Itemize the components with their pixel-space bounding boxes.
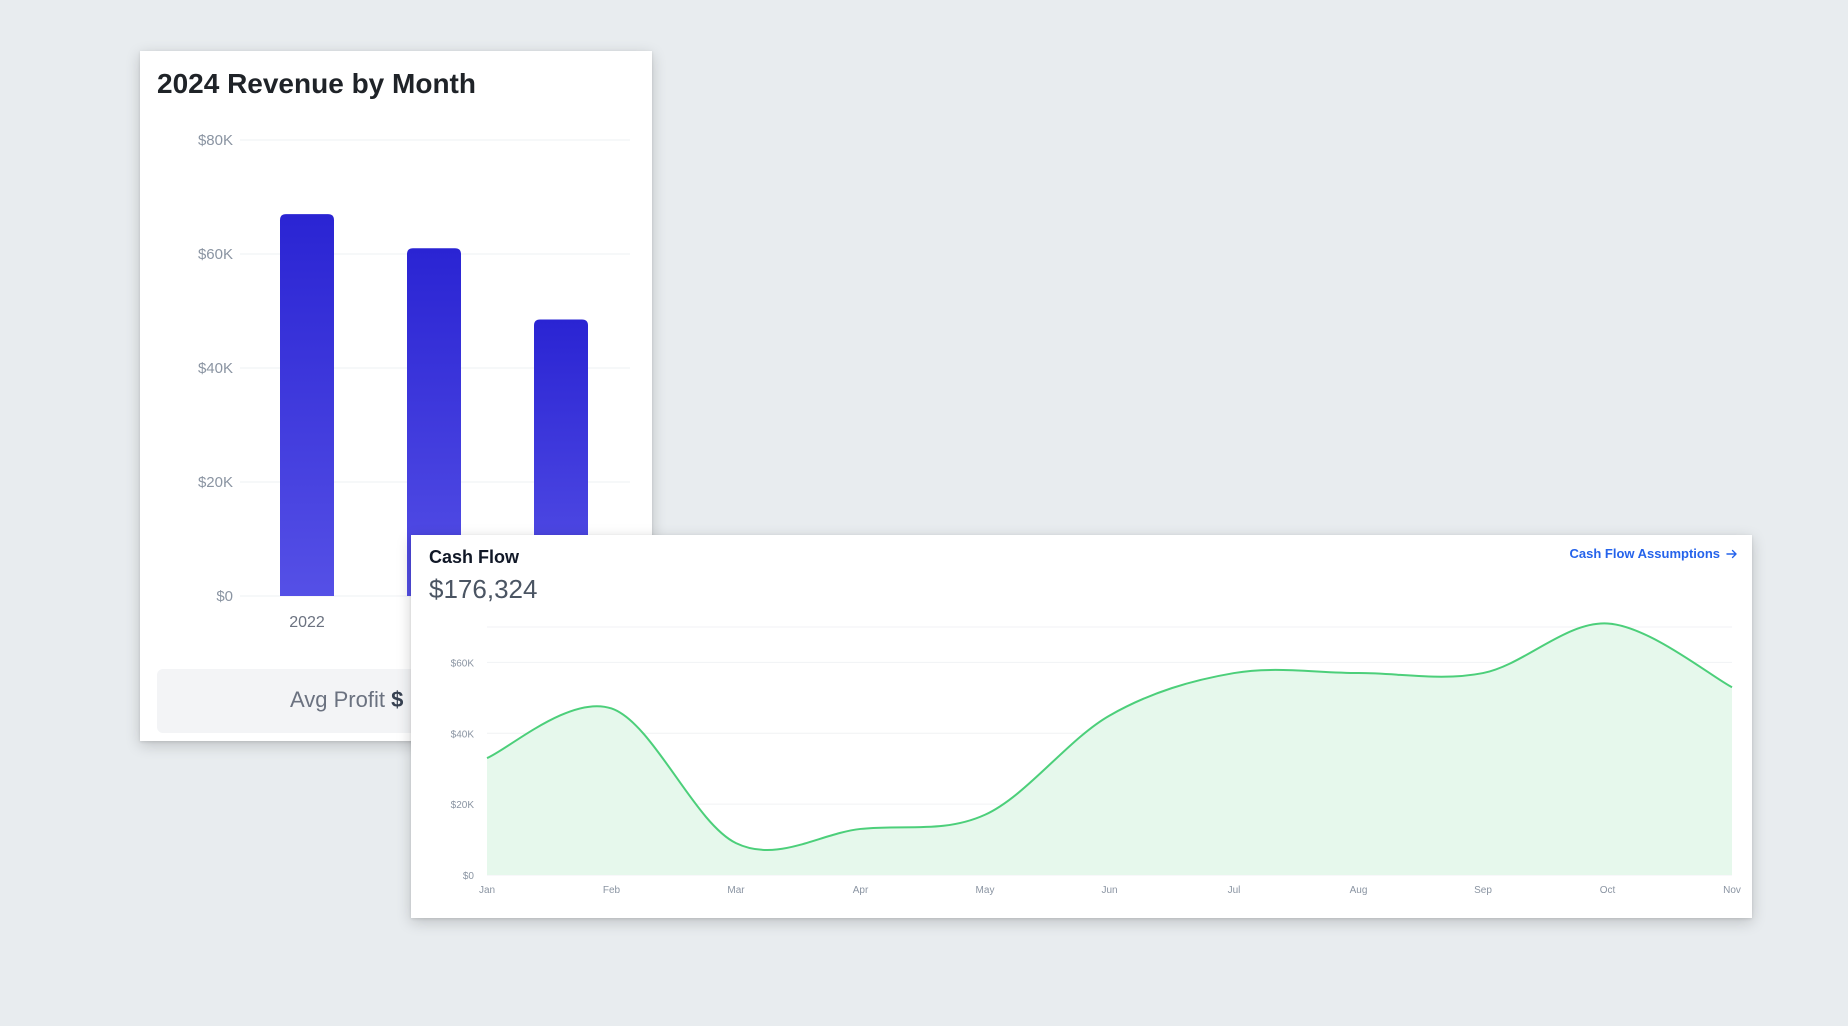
revenue-chart-title: 2024 Revenue by Month — [157, 68, 476, 99]
x-tick-label: Aug — [1350, 885, 1368, 896]
avg-profit-text: Avg Profit $ — [290, 687, 403, 713]
x-tick-label: Oct — [1600, 885, 1616, 896]
x-tick-label: Jun — [1101, 885, 1117, 896]
y-tick-label: $0 — [216, 588, 233, 605]
x-tick-label: Sep — [1474, 885, 1492, 896]
x-tick-label: Nov — [1723, 885, 1741, 896]
y-tick-label: $60K — [198, 246, 233, 263]
x-tick-label: 2022 — [289, 614, 325, 631]
cash-flow-assumptions-label: Cash Flow Assumptions — [1569, 546, 1720, 561]
y-tick-label: $20K — [198, 474, 233, 491]
y-tick-label: $60K — [451, 658, 475, 669]
revenue-bar — [407, 248, 461, 597]
y-tick-label: $80K — [198, 132, 233, 149]
cash-flow-line — [486, 622, 1733, 852]
avg-profit-label: Avg Profit — [290, 687, 385, 712]
y-tick-label: $20K — [451, 800, 475, 811]
y-tick-label: $40K — [451, 729, 475, 740]
x-tick-label: Jan — [479, 885, 495, 896]
arrow-right-icon — [1726, 549, 1737, 558]
cash-flow-title: Cash Flow — [429, 547, 520, 567]
x-tick-label: Jul — [1228, 885, 1241, 896]
x-tick-label: May — [976, 885, 995, 896]
cash-flow-area-chart: $0 $20K $40K $60K Jan Feb Mar Apr May Jun Jul Aug Se… — [451, 622, 1741, 896]
x-tick-label: Apr — [853, 885, 869, 896]
cash-flow-card: $0 $20K $40K $60K Jan Feb Mar Apr May Jun Jul Aug Se… — [411, 535, 1752, 918]
x-tick-label: Mar — [727, 885, 745, 896]
cash-flow-total: $176,324 — [429, 574, 538, 604]
cash-flow-area-fill — [487, 623, 1732, 875]
revenue-bar — [534, 319, 588, 596]
avg-profit-value: $ — [391, 687, 404, 712]
revenue-bar-chart: $0 $20K $40K $60K $80K 2022 — [198, 132, 630, 631]
y-tick-label: $40K — [198, 360, 233, 377]
revenue-bar — [280, 214, 334, 596]
x-tick-label: Feb — [603, 885, 621, 896]
y-tick-label: $0 — [463, 871, 475, 882]
cash-flow-assumptions-link[interactable]: Cash Flow Assumptions — [1570, 546, 1738, 561]
